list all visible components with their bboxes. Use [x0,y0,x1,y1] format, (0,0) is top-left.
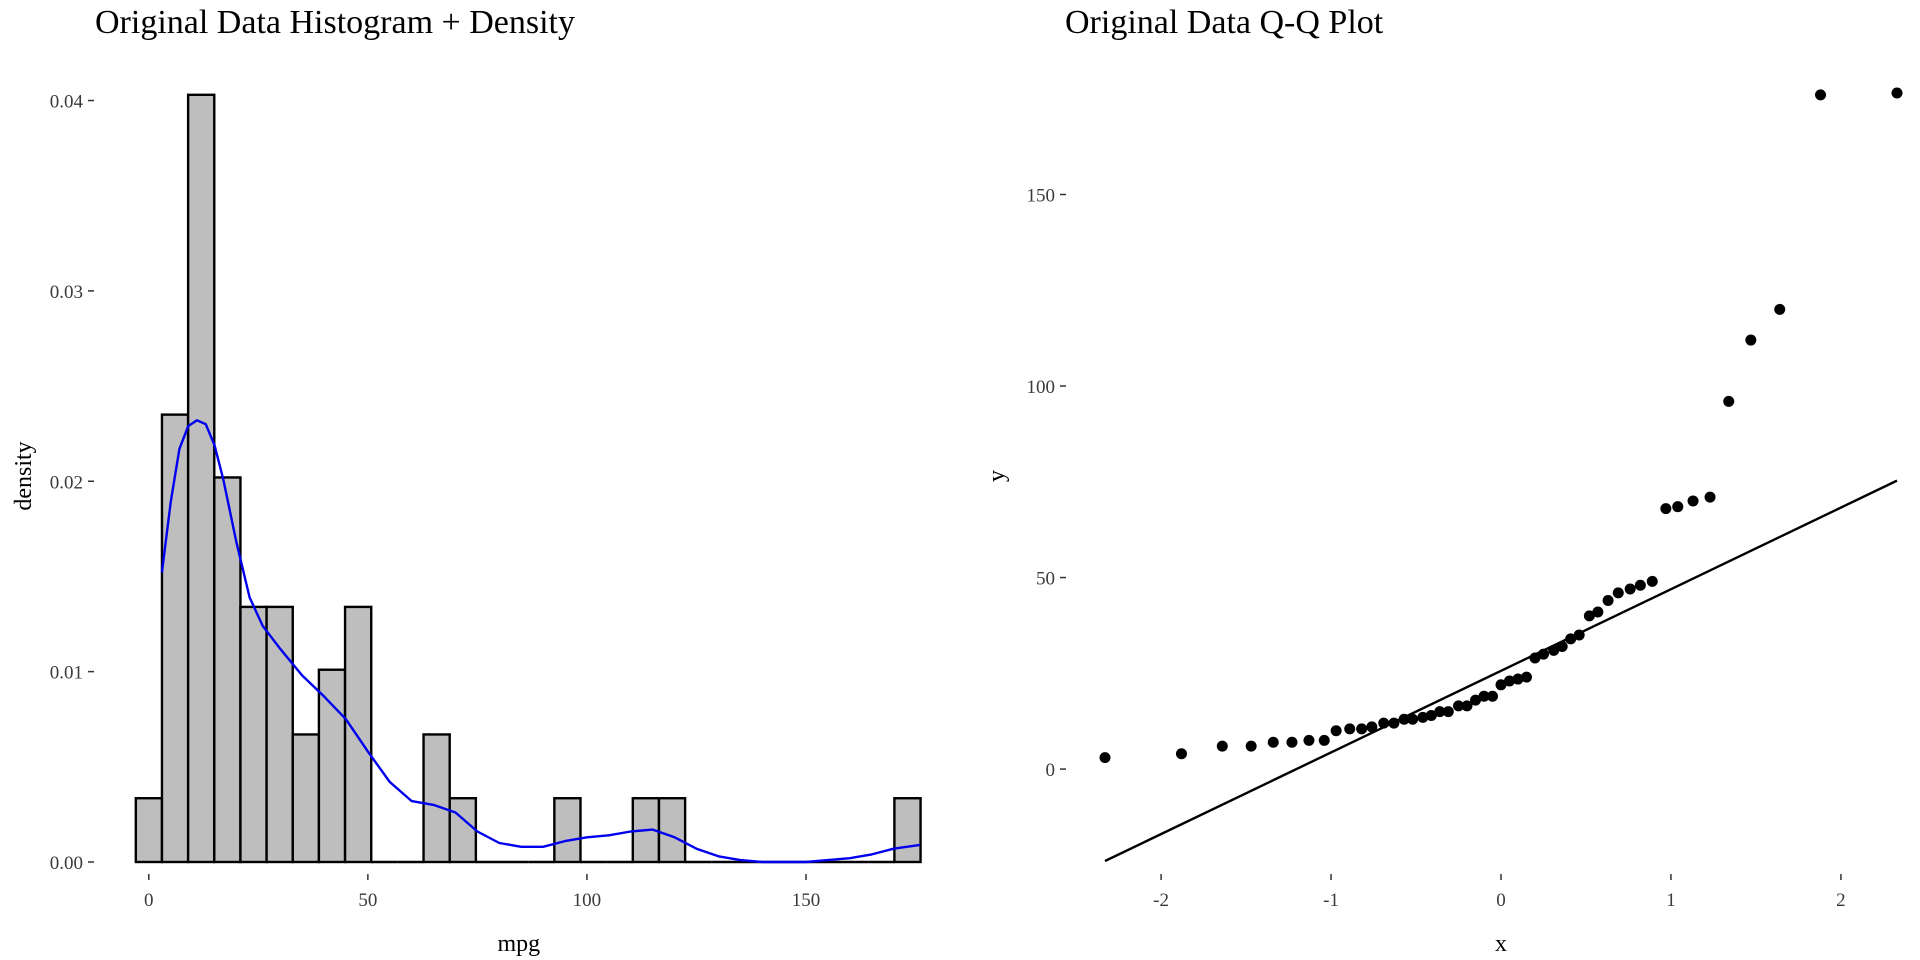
qq-point-21 [1461,700,1473,712]
y-axis-title: density [11,441,37,510]
qq-x-axis-title: x [1495,931,1507,957]
qq-point-43 [1672,501,1684,513]
histogram-bar-0 [134,797,164,864]
x-tick-label-0: 0 [144,890,154,911]
qq-x-tick-label-2: 0 [1496,890,1506,911]
qq-point-24 [1487,690,1499,702]
qq-point-25 [1495,679,1507,691]
y-tick-label-1: 0.01 [50,663,83,684]
qq-point-42 [1660,503,1672,515]
qq-x-tick-label-4: 2 [1836,890,1846,911]
qq-y-tick-label-1: 50 [1036,569,1055,590]
qq-point-14 [1398,713,1410,725]
qq-point-39 [1624,583,1636,595]
qq-point-37 [1602,595,1614,607]
qq-point-29 [1529,652,1541,664]
x-tick-label-3: 150 [792,890,821,911]
qq-point-31 [1548,644,1560,656]
qq-point-32 [1556,640,1568,652]
qq-point-50 [1891,87,1903,99]
qq-point-47 [1745,334,1757,346]
qq-point-35 [1583,610,1595,622]
qq-y-tick-label-2: 100 [1027,377,1056,398]
y-tick-label-4: 0.04 [50,92,84,113]
qq-point-13 [1388,717,1400,729]
qq-point-16 [1417,711,1429,723]
qq-point-33 [1565,633,1577,645]
histogram-bar-7 [317,668,347,864]
qq-point-44 [1687,495,1699,507]
histogram-bar-11 [422,733,451,864]
qq-point-0 [1099,752,1111,764]
qq-point-10 [1356,723,1368,735]
qq-point-4 [1267,736,1279,748]
y-tick-label-0: 0.00 [50,853,83,874]
qq-point-8 [1330,725,1342,737]
qq-point-34 [1573,629,1585,641]
qq-point-36 [1592,606,1604,618]
qq-title: Original Data Q-Q Plot [1065,4,1384,41]
histogram-bar-3 [213,476,242,864]
qq-point-40 [1634,579,1646,591]
qq-x-tick-label-1: -1 [1323,890,1339,911]
qq-x-tick-label-3: 1 [1666,890,1676,911]
qq-point-3 [1245,740,1257,752]
qq-point-45 [1704,491,1716,503]
qq-y-tick-label-3: 150 [1027,186,1056,207]
y-tick-label-2: 0.02 [50,472,83,493]
y-tick-label-3: 0.03 [50,282,83,303]
qq-point-20 [1453,700,1465,712]
histogram-plot: 0 50 100 150 0.00 0.01 0.02 0.03 0.04 mpg density [11,92,922,957]
histogram-bar-20 [657,797,687,864]
qq-point-15 [1407,713,1419,725]
qq-point-41 [1646,575,1658,587]
qq-point-30 [1537,648,1549,660]
qq-point-6 [1303,734,1315,746]
histogram-bar-2 [186,93,216,864]
qq-panel: Original Data Q-Q Plot -2 -1 0 1 2 0 50 100 150 x… [960,0,1920,960]
qq-point-17 [1425,709,1437,721]
qq-point-12 [1378,717,1390,729]
qq-point-2 [1216,740,1228,752]
qq-point-38 [1612,587,1624,599]
qq-point-1 [1175,748,1187,760]
qq-point-27 [1512,673,1524,685]
x-tick-label-1: 50 [358,890,377,911]
qq-y-axis-title: y [984,470,1010,482]
histogram-bar-4 [239,605,268,864]
qq-point-46 [1723,395,1735,407]
histogram-title: Original Data Histogram + Density [95,4,575,41]
qq-y-tick-label-0: 0 [1046,760,1056,781]
x-tick-label-2: 100 [573,890,602,911]
qq-point-7 [1318,734,1330,746]
qq-point-23 [1478,690,1490,702]
x-axis-title: mpg [497,931,540,957]
histogram-panel: Original Data Histogram + Density 0 50 100… [11,4,922,957]
histogram-bar-1 [160,413,190,864]
qq-point-28 [1520,671,1532,683]
qq-x-tick-label-0: -2 [1153,890,1169,911]
qq-point-11 [1366,721,1378,733]
qq-point-48 [1774,303,1786,315]
qq-point-49 [1815,89,1827,101]
qq-point-18 [1434,706,1446,718]
histogram-bar-16 [553,797,582,864]
qq-plot: -2 -1 0 1 2 0 50 100 150 x y [984,87,1903,957]
density-curve [160,419,921,864]
histogram-bar-8 [343,605,373,864]
qq-point-5 [1286,736,1298,748]
histogram-bar-5 [265,605,294,864]
qq-point-9 [1344,723,1356,735]
qq-point-26 [1503,675,1515,687]
histogram-bar-29 [893,797,922,864]
qq-point-22 [1470,694,1482,706]
histogram-bar-12 [448,797,478,864]
histogram-bar-6 [291,733,321,864]
qq-reference-line [1104,479,1898,863]
qq-point-19 [1442,706,1454,718]
